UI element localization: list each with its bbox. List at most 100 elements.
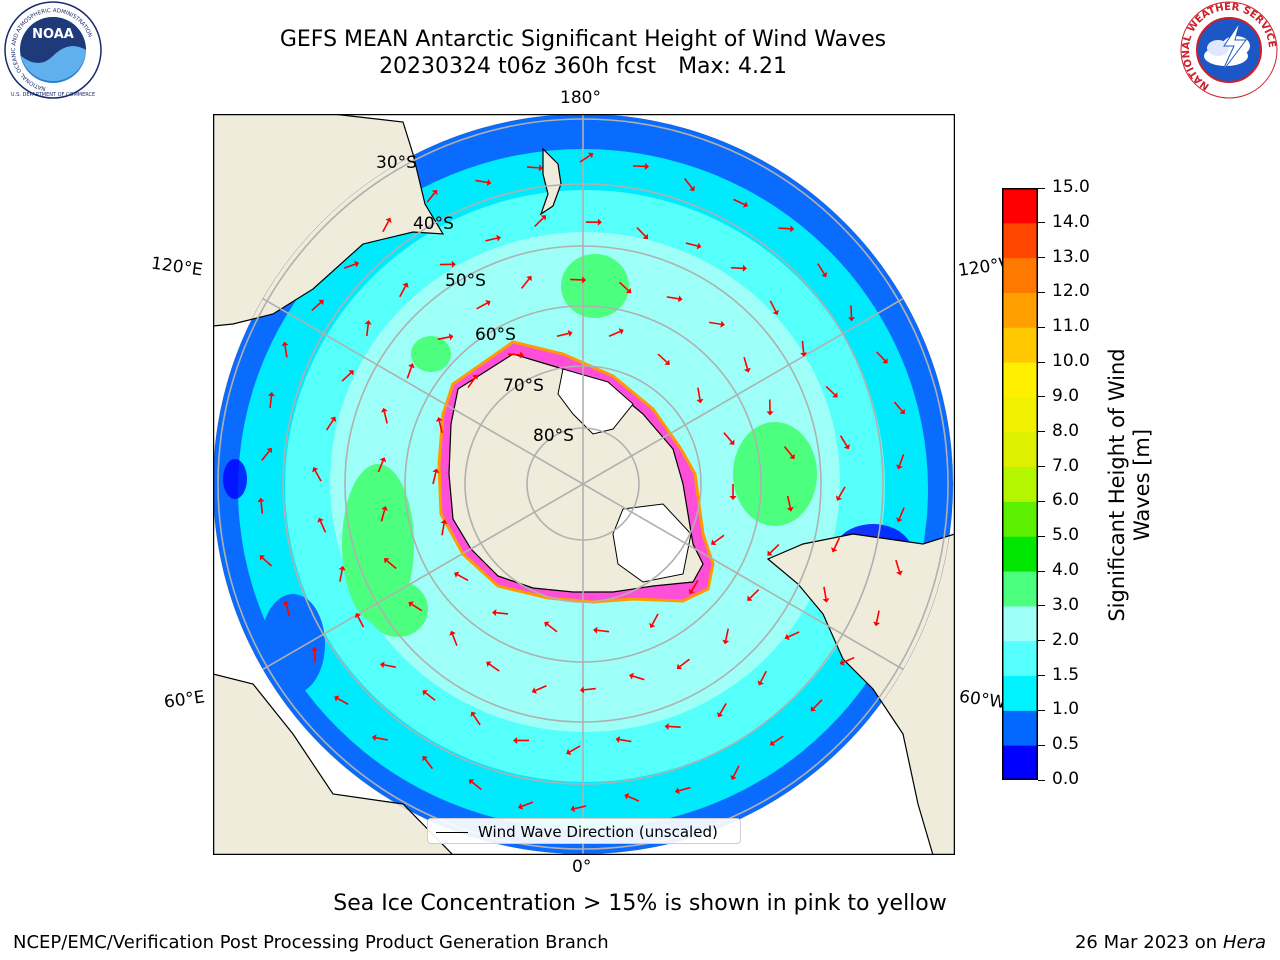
footer-date: 26 Mar 2023 on Hera bbox=[1075, 932, 1266, 953]
colorbar-tick-label: 8.0 bbox=[1052, 420, 1080, 441]
wind-arrow-head bbox=[454, 571, 460, 578]
colorbar-segment bbox=[1002, 257, 1038, 293]
wind-arrow-head bbox=[513, 736, 518, 744]
map-border bbox=[213, 114, 955, 855]
wind-arrow-shaft bbox=[507, 353, 521, 356]
colorbar-tick-label: 7.0 bbox=[1052, 455, 1080, 476]
wind-arrow-head bbox=[588, 152, 594, 159]
wind-arrow-head bbox=[747, 595, 753, 601]
wind-arrow-head bbox=[348, 370, 354, 376]
wind-arrow-shaft bbox=[383, 411, 388, 424]
colorbar-tick-label: 0.0 bbox=[1052, 769, 1080, 789]
wind-arrow-head bbox=[664, 359, 670, 365]
land-new-zealand bbox=[539, 147, 562, 216]
wind-arrow-shaft bbox=[534, 217, 544, 228]
colorbar-segment bbox=[1002, 222, 1038, 259]
wind-arrow-head bbox=[710, 539, 717, 546]
wind-arrow-head bbox=[566, 748, 572, 755]
wind-arrow-shaft bbox=[783, 446, 793, 457]
wind-arrow-shaft bbox=[839, 435, 848, 447]
lat-label-70s: 70°S bbox=[503, 376, 544, 396]
wind-arrow-shaft bbox=[759, 670, 767, 683]
wind-arrow-head bbox=[717, 712, 724, 718]
colorbar-svg bbox=[1002, 188, 1038, 780]
wind-arrow-shaft bbox=[311, 301, 322, 312]
chart-title: GEFS MEAN Antarctic Significant Height o… bbox=[279, 27, 887, 52]
wind-arrow-shaft bbox=[485, 237, 498, 242]
wind-arrow-head bbox=[485, 299, 491, 307]
wind-arrow-shaft bbox=[636, 227, 646, 237]
wind-arrow-shaft bbox=[569, 745, 581, 753]
wind-arrow-head bbox=[408, 601, 414, 608]
wind-arrow-head bbox=[757, 680, 764, 686]
wind-arrow-shaft bbox=[842, 656, 855, 664]
wind-arrow-head bbox=[624, 793, 630, 800]
noaa-ring-bottom-text: U.S. DEPARTMENT OF COMMERCE bbox=[11, 92, 95, 98]
wind-arrow-head bbox=[486, 178, 492, 186]
wind-arrow-shaft bbox=[679, 658, 690, 668]
wind-arrow-head bbox=[625, 287, 632, 294]
colorbar-tick-mark bbox=[1038, 675, 1045, 677]
wind-arrow-shaft bbox=[657, 353, 668, 363]
wind-arrow-shaft bbox=[375, 736, 388, 741]
colorbar-segment bbox=[1002, 640, 1038, 677]
wind-arrow-shaft bbox=[451, 634, 458, 646]
wind-arrow-shaft bbox=[769, 544, 780, 554]
wind-arrow-shaft bbox=[285, 604, 291, 617]
wind-arrow-head bbox=[674, 787, 680, 795]
wind-arrow-head bbox=[843, 444, 850, 450]
wind-arrow-shaft bbox=[425, 692, 436, 701]
wind-arrow-head bbox=[381, 505, 388, 511]
wind-arrow-shaft bbox=[732, 765, 740, 777]
colorbar-tick-mark bbox=[1038, 744, 1045, 746]
wind-arrow-head bbox=[722, 639, 730, 645]
wind-arrow-shaft bbox=[632, 675, 645, 681]
colorbar-tick-label: 4.0 bbox=[1052, 560, 1080, 581]
wind-arrow-shaft bbox=[893, 401, 903, 412]
wind-arrow-head bbox=[831, 547, 838, 553]
wind-arrow-head bbox=[330, 416, 337, 422]
wind-arrow-shaft bbox=[386, 560, 397, 570]
wind-arrow-shaft bbox=[424, 758, 434, 770]
colorbar-tick-label: 11.0 bbox=[1052, 316, 1090, 337]
wind-arrow-shaft bbox=[406, 366, 413, 379]
colorbar-segment bbox=[1002, 396, 1038, 433]
wind-arrow-shaft bbox=[713, 534, 725, 543]
wind-arrow-head bbox=[334, 695, 340, 702]
wind-arrow-shaft bbox=[876, 351, 886, 362]
wind-arrow-shaft bbox=[574, 805, 587, 810]
lon-label-60e: 60°E bbox=[162, 687, 207, 713]
wind-arrow-shaft bbox=[651, 613, 659, 625]
wind-arrow-head bbox=[570, 805, 576, 813]
wind-arrow-shaft bbox=[556, 332, 569, 338]
wind-arrow-shaft bbox=[426, 192, 436, 203]
colorbar-tick-label: 1.5 bbox=[1052, 664, 1080, 685]
wind-arrow-head bbox=[318, 299, 324, 306]
wind-arrow-shaft bbox=[441, 523, 445, 536]
wind-arrow-shaft bbox=[489, 663, 500, 672]
colorbar-label-line1: Significant Height of Wind bbox=[1105, 348, 1129, 622]
wind-arrow-shaft bbox=[898, 454, 905, 466]
wind-arrow-head bbox=[311, 646, 319, 651]
lat-label-50s: 50°S bbox=[445, 271, 486, 291]
colorbar-tick-mark bbox=[1038, 779, 1045, 781]
wind-arrow-head bbox=[496, 234, 501, 242]
colorbar-tick-mark bbox=[1038, 535, 1045, 537]
wind-arrow-shaft bbox=[838, 486, 846, 498]
wind-arrow-head bbox=[402, 282, 409, 288]
wind-arrow-head bbox=[492, 609, 497, 617]
land-africa bbox=[213, 673, 454, 855]
wind-arrow-shaft bbox=[898, 507, 905, 519]
wind-arrow-head bbox=[432, 468, 440, 474]
wind-arrow-shaft bbox=[684, 177, 693, 189]
wind-arrow-head bbox=[380, 661, 385, 669]
wind-arrow-shaft bbox=[319, 521, 327, 533]
wind-arrow-shaft bbox=[749, 589, 760, 599]
wind-arrow-head bbox=[772, 309, 779, 315]
wind-arrow-head bbox=[579, 686, 585, 694]
wind-arrow-head bbox=[544, 621, 550, 628]
wind-arrow-head bbox=[380, 407, 388, 413]
wind-arrow-head bbox=[810, 705, 817, 712]
colorbar-segment bbox=[1002, 605, 1038, 642]
wind-arrow-shaft bbox=[472, 714, 481, 726]
